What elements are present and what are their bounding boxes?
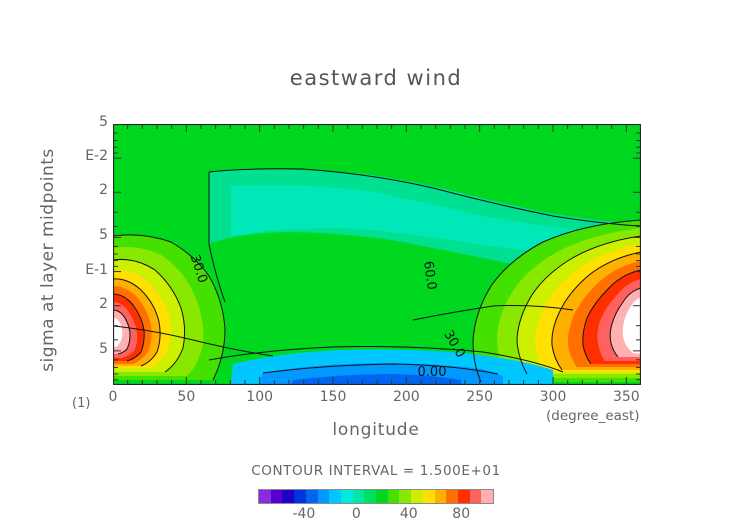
contour-line-90-left	[113, 309, 131, 355]
colorbar-swatch	[446, 490, 458, 503]
y-tick-label: 5	[99, 340, 108, 357]
colorbar-swatch	[329, 490, 341, 503]
x-tick-label: 150	[319, 389, 347, 405]
colorbar-swatch	[317, 490, 330, 503]
contour-line-45-left	[113, 259, 186, 373]
colorbar-swatch	[411, 490, 423, 503]
colorbar-swatch	[376, 490, 388, 503]
colorbar-swatch	[259, 490, 271, 503]
contour-label-1: 60.0	[420, 260, 439, 291]
y-tick-label: 2	[99, 182, 108, 199]
bottom-ticks	[112, 377, 642, 385]
filled-contours	[113, 124, 641, 385]
colorbar-swatch	[457, 490, 470, 503]
contour-label-3: 0.00	[418, 365, 447, 380]
y-tick-label: 2	[99, 295, 108, 312]
x-tick-label: 50	[177, 389, 196, 405]
contour-interval-label: CONTOUR INTERVAL = 1.500E+01	[251, 463, 501, 479]
y-tick-label: E-1	[85, 261, 108, 278]
x-tick-label: 0	[108, 389, 118, 405]
x-tick-label: 200	[392, 389, 420, 405]
contour-line-75-right	[582, 269, 641, 365]
colorbar-swatch	[422, 490, 435, 503]
colorbar-swatch	[364, 490, 377, 503]
colorbar-swatch	[340, 490, 353, 503]
contour-line-neg15	[262, 363, 499, 375]
colorbar-swatch	[481, 490, 494, 503]
chart-title: eastward wind	[289, 66, 463, 90]
colorbar	[258, 489, 494, 504]
contour-line-60-left	[113, 278, 161, 367]
axis-minor-ticks	[112, 123, 642, 386]
colorbar-swatch	[305, 490, 318, 503]
colorbar-tick-label: 40	[399, 506, 418, 522]
contour-line-30-right	[472, 219, 641, 383]
y-tick-label: 5	[99, 114, 108, 130]
top-ticks	[112, 123, 642, 386]
contour-line-mid-right	[412, 305, 574, 321]
colorbar-swatch	[352, 490, 365, 503]
colorbar-swatch	[387, 490, 400, 503]
contour-line-90-right	[609, 287, 641, 358]
x-axis-label: longitude	[332, 420, 420, 440]
colorbar-swatch	[270, 490, 283, 503]
x-axis-units: (degree_east)	[546, 408, 640, 424]
contour-line-mid-left2	[113, 325, 274, 357]
band-teal-2	[231, 184, 583, 254]
contour-line-upper-left	[208, 172, 226, 303]
contour-line-zero	[208, 346, 564, 373]
colorbar-tick-label: -40	[292, 506, 316, 522]
x-tick-label: 250	[466, 389, 494, 405]
y-tick-label: E-2	[85, 148, 108, 165]
colorbar-tick-label: 0	[351, 506, 361, 522]
contour-line-60-right	[551, 251, 641, 371]
colorbar-swatch	[399, 490, 412, 503]
colorbar-swatch	[282, 490, 295, 503]
x-tick-label: 100	[246, 389, 274, 405]
contour-line-30-left	[113, 234, 226, 381]
y-tick-label: 5	[99, 227, 108, 244]
x-tick-label: 350	[612, 389, 640, 405]
contour-line-45-right	[516, 235, 641, 375]
colorbar-swatch	[434, 490, 447, 503]
contour-plot-area: 30.0 60.0 30.0 0.00	[112, 123, 642, 386]
colorbar-swatch	[469, 490, 482, 503]
colorbar-tick-label: 80	[452, 506, 471, 522]
contour-svg: 30.0 60.0 30.0 0.00	[112, 123, 642, 386]
y-axis-ticks: 5 E-2 2 5 E-1 2 5	[60, 0, 108, 532]
colorbar-swatch	[294, 490, 306, 503]
y-axis-corner-label: (1)	[72, 396, 91, 411]
y-axis-label: sigma at layer midpoints	[38, 148, 58, 372]
x-tick-label: 300	[539, 389, 567, 405]
contour-lines	[113, 168, 641, 383]
contour-line-upper	[208, 168, 641, 227]
